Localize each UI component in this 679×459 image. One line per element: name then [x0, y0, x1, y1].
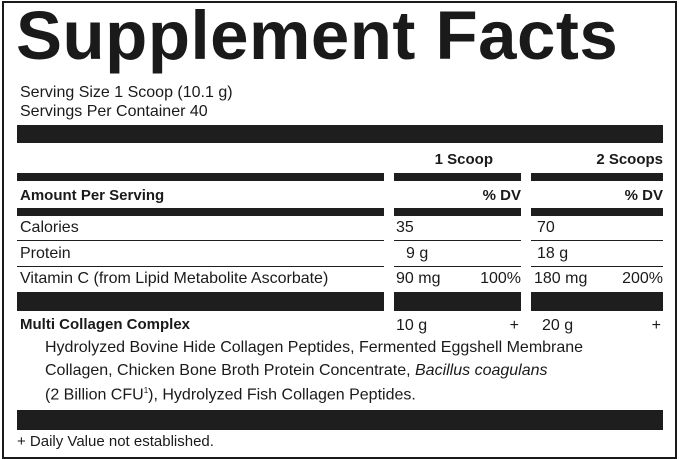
nutrient-dv-1: 100% — [480, 270, 521, 287]
column-header-2: 2 Scoops — [596, 151, 663, 168]
divider-thick — [531, 292, 663, 311]
dv-header-1: % DV — [482, 187, 521, 204]
page-title: Supplement Facts — [16, 0, 619, 74]
nutrient-name: Vitamin C (from Lipid Metabolite Ascorba… — [20, 270, 329, 287]
serving-size: Serving Size 1 Scoop (10.1 g) — [20, 84, 233, 101]
divider-thick — [17, 410, 663, 430]
divider — [531, 173, 663, 181]
servings-per-container: Servings Per Container 40 — [20, 103, 208, 120]
divider-thick — [17, 125, 663, 143]
blend-dv-2: + — [651, 317, 661, 334]
divider-thick — [394, 292, 521, 311]
blend-ingredients: Collagen, Chicken Bone Broth Protein Con… — [45, 362, 548, 379]
divider — [17, 208, 384, 216]
blend-amount-2: 20 g — [542, 317, 574, 334]
nutrient-amount-1: 9 g — [406, 245, 429, 262]
nutrient-amount-2: 180 mg — [534, 270, 588, 287]
divider-thick — [17, 292, 384, 311]
nutrient-amount-1: 35 — [396, 219, 414, 236]
blend-name: Multi Collagen Complex — [20, 316, 191, 333]
footnote: + Daily Value not established. — [17, 433, 214, 450]
column-header-1: 1 Scoop — [434, 151, 493, 168]
nutrient-amount-2: 18 g — [537, 245, 569, 262]
nutrient-dv-2: 200% — [622, 270, 663, 287]
blend-ingredients: (2 Billion CFU1), Hydrolyzed Fish Collag… — [45, 386, 416, 404]
blend-ingredients: Hydrolyzed Bovine Hide Collagen Peptides… — [45, 339, 584, 356]
nutrient-name: Calories — [20, 219, 79, 236]
divider — [531, 208, 663, 216]
nutrient-amount-1: 90 mg — [396, 270, 441, 287]
blend-dv-1: + — [509, 317, 519, 334]
nutrient-name: Protein — [20, 245, 71, 262]
dv-header-2: % DV — [624, 187, 663, 204]
divider — [394, 208, 521, 216]
divider — [17, 173, 384, 181]
amount-per-serving: Amount Per Serving — [20, 187, 165, 204]
divider — [394, 173, 521, 181]
nutrient-amount-2: 70 — [537, 219, 555, 236]
blend-amount-1: 10 g — [396, 317, 428, 334]
